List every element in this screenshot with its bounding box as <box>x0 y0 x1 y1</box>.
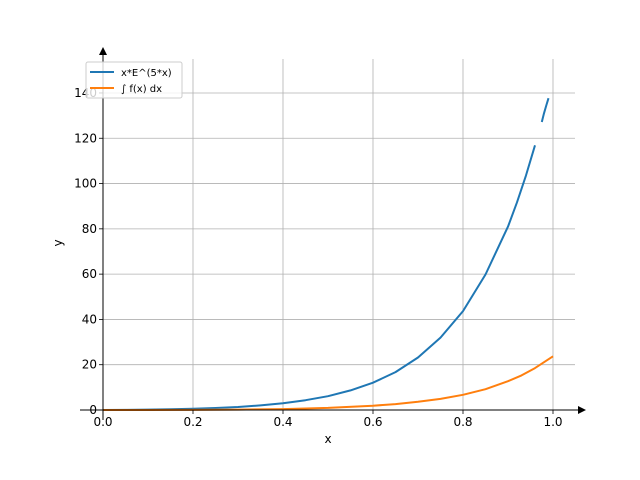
y-tick-label: 60 <box>82 267 97 281</box>
x-tick-label: 1.0 <box>543 415 562 429</box>
legend-label-series-2: ∫ f(x) dx <box>121 84 162 95</box>
legend-label-series-1: x*E^(5*x) <box>121 68 172 79</box>
y-tick-label: 120 <box>74 131 97 145</box>
y-tick-label: 40 <box>82 312 97 326</box>
x-axis-label: x <box>324 432 331 446</box>
legend: x*E^(5*x) ∫ f(x) dx <box>85 61 183 99</box>
y-tick-label: 100 <box>74 177 97 191</box>
y-axis-label: y <box>51 239 65 246</box>
tick-labels: 0.00.20.40.60.81.0020406080100120140 <box>74 86 562 429</box>
y-tick-label: 80 <box>82 222 97 236</box>
x-tick-label: 0.0 <box>93 415 112 429</box>
x-tick-label: 0.2 <box>183 415 202 429</box>
x-tick-label: 0.6 <box>363 415 382 429</box>
axes <box>80 47 586 420</box>
y-axis-arrow <box>99 47 107 55</box>
series-1-line <box>102 145 536 411</box>
y-tick-label: 20 <box>82 358 97 372</box>
gridlines <box>102 59 575 411</box>
x-tick-label: 0.8 <box>453 415 472 429</box>
x-axis-arrow <box>578 406 586 414</box>
y-tick-label: 0 <box>89 403 97 417</box>
series-1-line <box>540 97 550 123</box>
series-lines <box>102 97 554 411</box>
x-tick-label: 0.4 <box>273 415 292 429</box>
